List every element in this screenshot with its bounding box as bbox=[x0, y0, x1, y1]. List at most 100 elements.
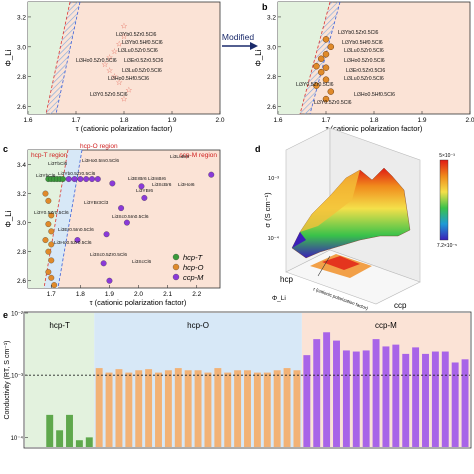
b-point-label: Li3Y0.5Zr0.5Cl6 bbox=[314, 100, 352, 106]
a-star-marker: ☆ bbox=[111, 72, 118, 81]
e-bar-ccp-m bbox=[313, 339, 321, 447]
c-y-label: Φ_Li bbox=[4, 210, 13, 227]
b-point bbox=[317, 55, 325, 62]
b-point-label: Li3Yb0.5Hf0.5Cl6 bbox=[342, 40, 383, 46]
a-ytick-label: 2.8 bbox=[17, 74, 26, 81]
e-ytick-label: 10⁻³ bbox=[11, 374, 23, 380]
c-point-label: Li3YBr3Cl3 bbox=[84, 200, 109, 206]
e-bar-hcp-o bbox=[253, 372, 261, 447]
e-bar-hcp-o bbox=[224, 372, 232, 447]
panel-e: e hcp-T hcp-O ccp-M Conductivity (RT, S … bbox=[3, 310, 472, 472]
modified-arrow: Modified bbox=[222, 32, 258, 50]
c-point-ccp-m bbox=[138, 183, 145, 190]
c-point-hcp-o bbox=[48, 257, 55, 264]
e-bar-hcp-t bbox=[56, 430, 64, 447]
e-bar-hcp-o bbox=[244, 370, 251, 447]
b-point bbox=[322, 76, 330, 83]
a-star-marker: ☆ bbox=[101, 60, 108, 69]
e-bar-ccp-m bbox=[333, 340, 340, 447]
panel-d-ztick-low: 10⁻⁴ bbox=[268, 235, 280, 242]
c-x-label: τ (cationic polarization factor) bbox=[90, 298, 187, 307]
c-legend-label-hcp-t: hcp-T bbox=[183, 253, 204, 262]
e-bar-hcp-o bbox=[105, 372, 113, 447]
c-xtick-label: 2.2 bbox=[192, 291, 201, 298]
panel-d-floor-line bbox=[317, 255, 331, 277]
a-star-marker: ☆ bbox=[106, 53, 113, 62]
c-point-label: Li3Sc0.5In0.5Cl6 bbox=[112, 214, 149, 220]
a-star-marker: ☆ bbox=[106, 66, 113, 75]
b-ytick-label: 2.8 bbox=[267, 74, 276, 81]
a-star-marker: ☆ bbox=[120, 32, 127, 41]
e-bar-ccp-m bbox=[323, 332, 331, 447]
c-point-hcp-o bbox=[42, 190, 49, 197]
e-bar-ccp-m bbox=[303, 355, 311, 447]
e-bar-hcp-o bbox=[115, 369, 123, 447]
panel-e-y-label: Conductivity (RT, S cm⁻¹) bbox=[4, 340, 11, 419]
a-xtick-label: 1.7 bbox=[71, 117, 80, 124]
panel-a-axes: 1.6 1.7 1.8 1.9 2.0 2.6 2.8 3.0 3.2 τ (cationic p… bbox=[4, 14, 225, 133]
e-bar-hcp-o bbox=[174, 368, 182, 447]
a-point-label: Li3Lu0.5Zr0.5Cl6 bbox=[118, 48, 158, 54]
e-bar-ccp-m bbox=[372, 339, 380, 447]
panel-c-boundary-right bbox=[57, 149, 83, 289]
b-ytick-label: 3.0 bbox=[267, 44, 276, 51]
panel-c-letter: c bbox=[3, 144, 8, 154]
region-label-hcp-t: hcp-T region bbox=[31, 152, 68, 159]
a-point-label: Li3Lu0.5Zr0.5Cl6 bbox=[122, 68, 162, 74]
e-bar-hcp-o bbox=[155, 372, 162, 447]
c-point-hcp-o bbox=[48, 212, 55, 219]
c-legend-label-hcp-o: hcp-O bbox=[183, 263, 204, 272]
c-point-hcp-o bbox=[51, 282, 58, 289]
c-point-ccp-m bbox=[103, 231, 110, 238]
e-bar-hcp-t bbox=[66, 414, 73, 447]
c-point-ccp-m bbox=[118, 205, 125, 212]
b-point-label: Li3Lu0.5Zr0.5Cl6 bbox=[344, 76, 384, 82]
b-point bbox=[313, 62, 320, 70]
panel-c-hcp-o-region bbox=[44, 150, 82, 288]
panel-b-letter: b bbox=[262, 2, 268, 12]
panel-e-group-label-hcp-o: hcp-O bbox=[187, 321, 209, 330]
a-xtick-label: 1.6 bbox=[23, 117, 32, 124]
a-x-label: τ (cationic polarization factor) bbox=[76, 124, 173, 133]
panel-c-point-labels: Li3LuBr6 Li3TbCl6 Li3YbCl6 Li3Yb0.5Zr0.5Cl6… bbox=[34, 154, 195, 265]
a-point-label: Li3Er0.5Zr0.5Cl6 bbox=[124, 58, 163, 64]
e-bar-hcp-o bbox=[145, 369, 153, 447]
e-ytick-label: 10⁻⁴ bbox=[11, 435, 24, 442]
c-point-ccp-m bbox=[106, 277, 113, 284]
e-bar-ccp-m bbox=[382, 346, 390, 447]
c-point-hcp-o bbox=[42, 237, 49, 244]
e-bar-hcp-o bbox=[194, 370, 202, 447]
c-point-label: Li3YBr6 bbox=[136, 188, 153, 194]
panel-e-x-ticklabels bbox=[24, 450, 471, 472]
b-point bbox=[313, 82, 320, 89]
e-bar-hcp-o bbox=[283, 368, 291, 447]
c-point-label: Li3HoI6 bbox=[178, 182, 195, 188]
a-xtick-label: 1.9 bbox=[167, 117, 176, 124]
c-point-label: Li3TbCl6 bbox=[48, 161, 68, 167]
region-label-hcp-o: hcp-O region bbox=[80, 143, 118, 150]
e-bar-hcp-o bbox=[125, 372, 133, 447]
b-point bbox=[327, 88, 335, 95]
a-ytick-label: 3.0 bbox=[17, 44, 26, 51]
a-star-marker: ☆ bbox=[111, 47, 118, 56]
a-point-label: Li3Y0.5Zr0.5Cl6 bbox=[90, 92, 128, 98]
modified-label: Modified bbox=[222, 32, 254, 42]
c-legend-label-ccp-m: ccp-M bbox=[183, 273, 204, 282]
e-bar-hcp-o bbox=[263, 372, 271, 447]
c-legend-marker-hcp-t bbox=[172, 253, 180, 261]
panel-d-letter: d bbox=[255, 144, 261, 154]
panel-e-letter: e bbox=[3, 310, 8, 320]
b-point bbox=[322, 36, 330, 43]
panel-c: c hcp-T region hcp-O region ccp-M region… bbox=[3, 143, 221, 307]
panel-b-axes: 1.6 1.7 1.8 1.9 2.0 2.6 2.8 3.0 3.2 τ (cationic p… bbox=[254, 14, 474, 133]
panel-a: ☆☆☆☆☆☆☆☆☆☆☆ Li3Yb0.5Zr0.5Cl6Li3Yb0.5Hf0.… bbox=[4, 1, 225, 133]
c-point-label: Li3Y0.5Zr0.5Cl6 bbox=[34, 210, 69, 216]
panel-d-surface-low bbox=[292, 232, 306, 248]
e-bar-ccp-m bbox=[392, 344, 400, 447]
panel-e-hcp-t-background bbox=[25, 313, 95, 447]
a-y-label: Φ_Li bbox=[4, 49, 13, 66]
b-point-label: Li3Ho0.5Hf0.5Cl6 bbox=[354, 92, 395, 98]
b-xtick-label: 2.0 bbox=[465, 117, 474, 124]
panel-c-hcp-t-region bbox=[28, 150, 68, 288]
